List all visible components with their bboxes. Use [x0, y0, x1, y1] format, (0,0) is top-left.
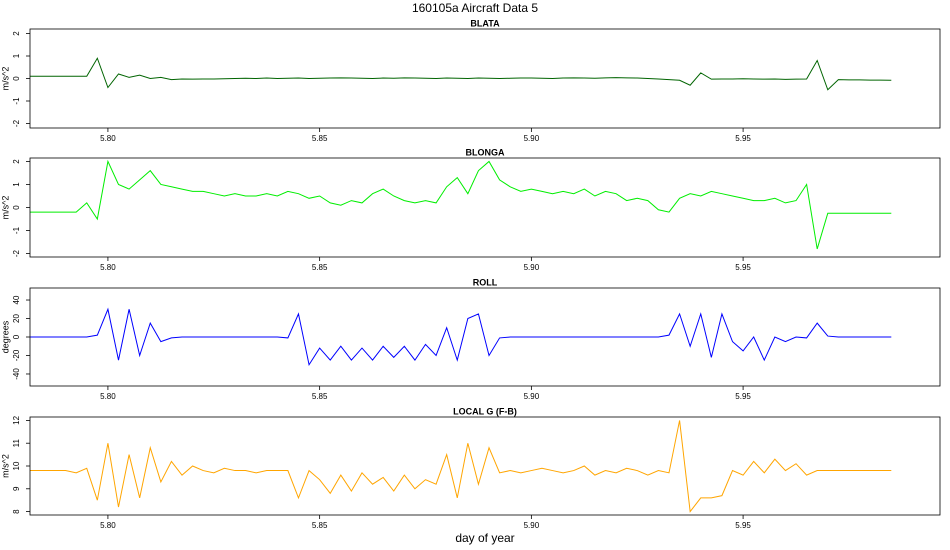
x-tick-label: 5.95 — [735, 263, 751, 272]
y-tick-label: 0 — [12, 205, 21, 210]
y-axis-label: m/s^2 — [0, 454, 10, 478]
x-tick-label: 5.90 — [524, 134, 540, 143]
x-axis-label: day of year — [455, 531, 514, 545]
x-tick-label: 5.85 — [312, 392, 328, 401]
y-tick-label: 10 — [12, 461, 21, 470]
y-axis-label: degrees — [0, 320, 10, 353]
plot-area — [30, 57, 892, 91]
series-line — [30, 307, 892, 367]
x-tick-label: 5.85 — [312, 134, 328, 143]
panel-title: ROLL — [473, 277, 498, 287]
y-axis-label: m/s^2 — [0, 196, 10, 220]
panel-title: LOCAL G (F-B) — [453, 406, 517, 416]
y-tick-label: 11 — [12, 439, 21, 448]
plot-area — [30, 420, 892, 513]
plot-area — [30, 159, 892, 250]
x-tick-label: 5.95 — [735, 521, 751, 530]
y-tick-label: -1 — [12, 97, 21, 105]
y-tick-label: 9 — [12, 486, 21, 491]
y-tick-label: 2 — [12, 31, 21, 36]
y-tick-label: 40 — [12, 295, 21, 304]
y-tick-label: 0 — [12, 334, 21, 339]
panel-title: BLATA — [470, 18, 500, 28]
y-tick-label: 2 — [12, 159, 21, 164]
figure-title: 160105a Aircraft Data 5 — [412, 1, 538, 15]
y-tick-label: 12 — [12, 415, 21, 424]
x-tick-label: 5.80 — [100, 263, 116, 272]
y-tick-label: 1 — [12, 53, 21, 58]
x-tick-label: 5.90 — [524, 521, 540, 530]
plot-frame — [29, 28, 941, 129]
y-tick-label: -40 — [12, 368, 21, 380]
y-tick-label: 1 — [12, 182, 21, 187]
y-tick-label: 20 — [12, 314, 21, 323]
x-tick-label: 5.95 — [735, 134, 751, 143]
x-tick-label: 5.80 — [100, 521, 116, 530]
plot-frame — [29, 287, 941, 387]
x-tick-label: 5.85 — [312, 263, 328, 272]
series-line — [30, 57, 892, 91]
panel-title: BLONGA — [466, 147, 505, 157]
x-tick-label: 5.80 — [100, 134, 116, 143]
y-tick-label: 8 — [12, 509, 21, 514]
y-tick-label: -1 — [12, 226, 21, 234]
x-tick-label: 5.85 — [312, 521, 328, 530]
plot-frame — [29, 157, 941, 258]
series-line — [30, 420, 892, 513]
y-tick-label: -2 — [12, 119, 21, 127]
series-line — [30, 159, 892, 250]
y-tick-label: -2 — [12, 249, 21, 257]
x-tick-label: 5.95 — [735, 392, 751, 401]
y-tick-label: -20 — [12, 349, 21, 361]
y-tick-label: 0 — [12, 76, 21, 81]
x-tick-label: 5.90 — [524, 263, 540, 272]
x-tick-label: 5.90 — [524, 392, 540, 401]
x-tick-label: 5.80 — [100, 392, 116, 401]
y-axis-label: m/s^2 — [0, 67, 10, 91]
plot-area — [30, 307, 892, 367]
plot-frame — [29, 416, 941, 516]
